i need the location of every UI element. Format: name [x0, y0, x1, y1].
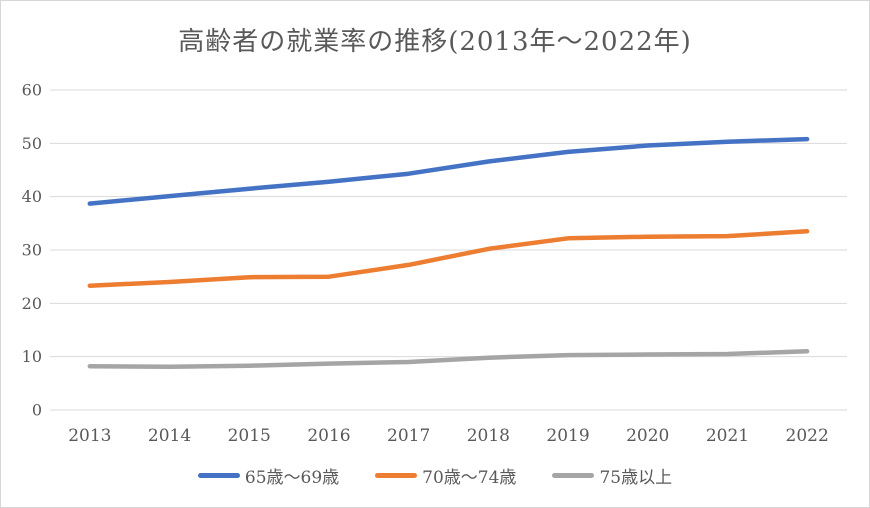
x-axis-tick-label: 2021 — [706, 426, 749, 446]
series-line-0 — [87, 136, 810, 206]
y-axis-tick-label: 50 — [22, 134, 42, 153]
y-axis-tick-label: 0 — [32, 401, 42, 420]
x-axis-tick-label: 2019 — [546, 426, 589, 446]
y-axis-tick-label: 20 — [22, 294, 42, 313]
legend-item: 70歳〜74歳 — [375, 463, 516, 488]
x-axis-tick-label: 2013 — [68, 426, 111, 446]
legend-label: 70歳〜74歳 — [422, 468, 517, 488]
legend-label: 65歳〜69歳 — [244, 468, 340, 488]
chart-title: 高齢者の就業率の推移(2013年〜2022年) — [178, 27, 692, 57]
legend-label: 75歳以上 — [599, 468, 673, 488]
chart-legend: 65歳〜69歳 70歳〜74歳 75歳以上 — [1, 463, 869, 488]
y-axis-tick-label: 60 — [22, 81, 42, 100]
y-axis-tick-label: 10 — [22, 347, 42, 366]
x-axis-tick-label: 2022 — [786, 426, 829, 446]
legend-item: 65歳〜69歳 — [197, 463, 340, 488]
series-line-1 — [87, 229, 810, 288]
y-axis-tick-label: 30 — [22, 241, 42, 260]
x-axis-tick-label: 2015 — [228, 426, 271, 446]
legend-line-marker — [552, 473, 595, 478]
legend-item: 75歳以上 — [552, 463, 672, 488]
x-axis-tick-label: 2017 — [387, 426, 430, 446]
legend-line-marker — [375, 473, 418, 478]
x-axis-tick-label: 2020 — [626, 426, 669, 446]
x-axis-tick-label: 2014 — [148, 426, 191, 446]
x-axis-tick-label: 2016 — [307, 426, 350, 446]
x-axis-tick-label: 2018 — [467, 426, 510, 446]
y-axis-tick-label: 40 — [22, 187, 42, 206]
line-chart: 0 10 20 30 40 50 60 2013 2014 2015 2016 2017 2018 201… — [22, 81, 847, 446]
series-line-2 — [87, 349, 810, 370]
legend-line-marker — [197, 473, 240, 478]
